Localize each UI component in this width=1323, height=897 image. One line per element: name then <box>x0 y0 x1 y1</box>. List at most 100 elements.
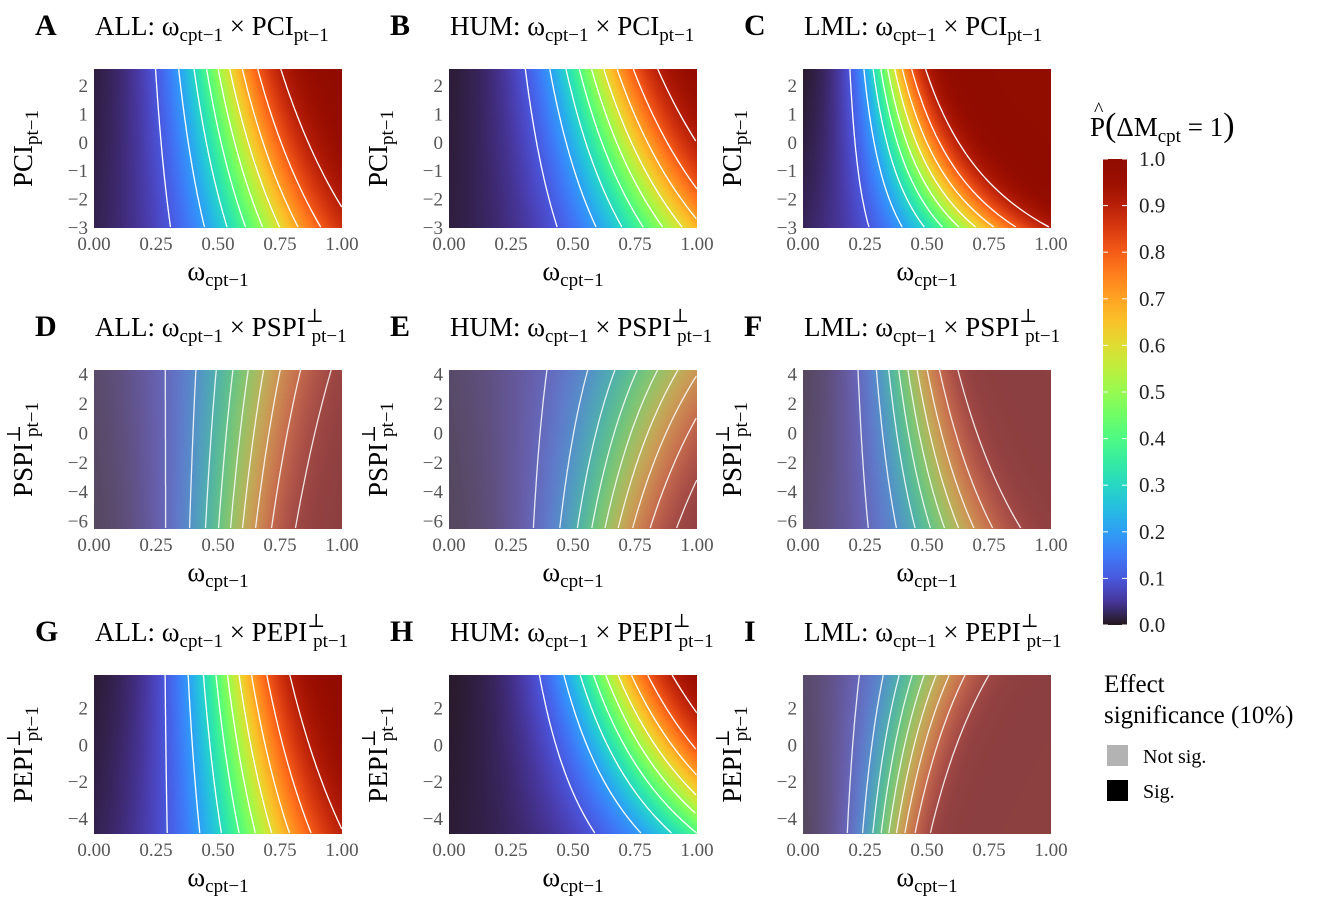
panel-E: E HUM: ωcpt−1 × PSPI⊥ pt−1 0.00 0.25 0.50 0.75… <box>359 306 714 592</box>
panel-H: H HUM: ωcpt−1 × PEPI⊥ pt−1 0.00 0.25 0.50 0.75… <box>359 611 714 897</box>
panel-title: HUM: ωcpt−1 × PCIpt−1 <box>450 11 694 46</box>
y-tick-label: −3 <box>68 218 88 239</box>
x-tick-label: 1.00 <box>325 840 358 861</box>
panel-letter: D <box>35 310 57 343</box>
contour-line-0.3 <box>193 68 228 228</box>
x-axis-title: ωcpt−1 <box>896 557 957 592</box>
x-tick-label: 0.75 <box>263 840 296 861</box>
contour-line-0.7 <box>616 68 698 220</box>
x-tick-label: 0.50 <box>201 840 234 861</box>
panel-F: F LML: ωcpt−1 × PSPI⊥ pt−1 0.00 0.25 0.50 0.75… <box>713 306 1068 592</box>
y-tick-label: 2 <box>79 698 89 719</box>
contour-line-0.5 <box>907 369 946 529</box>
contour-line-0.1 <box>532 369 548 529</box>
contour-line-0.5 <box>590 68 664 228</box>
y-tick-label: −2 <box>423 190 443 211</box>
y-tick-label: −2 <box>777 453 797 474</box>
contour-line-0.8 <box>914 674 966 834</box>
contour-line-0.4 <box>578 68 644 228</box>
contour-line-0.9 <box>289 674 343 830</box>
x-axis-title: ωcpt−1 <box>187 557 248 592</box>
panel-C: C LML: ωcpt−1 × PCIpt−1 0.00 0.25 0.50 0.75 1.… <box>717 9 1068 291</box>
panel-letter: F <box>744 310 762 343</box>
x-tick-label: 0.00 <box>77 535 110 556</box>
contour-line-0.2 <box>563 674 642 834</box>
y-tick-label: 2 <box>434 698 444 719</box>
panel-D: D ALL: ωcpt−1 × PSPI⊥ pt−1 0.00 0.25 0.50 0.75… <box>4 306 359 592</box>
contour-line-0.8 <box>649 417 697 529</box>
contour-line-0.8 <box>910 68 1017 228</box>
contour-line-0.7 <box>630 674 698 776</box>
colorbar-tick-label: 0.4 <box>1139 427 1166 451</box>
contour-line-0.9 <box>671 674 698 714</box>
x-tick-label: 1.00 <box>325 535 358 556</box>
y-tick-label: −4 <box>777 809 798 830</box>
x-tick-label: 0.25 <box>848 234 881 255</box>
x-tick-label: 0.75 <box>972 840 1005 861</box>
y-tick-label: 1 <box>434 104 444 125</box>
hat-accent: ^ <box>1094 99 1104 121</box>
contour-line-0.6 <box>617 674 697 796</box>
x-tick-label: 0.00 <box>432 840 465 861</box>
x-tick-label: 0.00 <box>786 535 819 556</box>
colorbar-tick-label: 0.6 <box>1139 333 1165 357</box>
x-tick-label: 1.00 <box>680 535 713 556</box>
x-tick-label: 0.00 <box>786 234 819 255</box>
y-tick-label: 0 <box>788 735 798 756</box>
x-axis-title: ωcpt−1 <box>187 862 248 897</box>
contour-line-0.2 <box>549 68 597 228</box>
y-tick-label: −6 <box>777 512 797 533</box>
contour-line-0.5 <box>605 674 696 814</box>
colorbar-tick-label: 0.1 <box>1139 566 1165 590</box>
y-tick-label: −2 <box>423 453 443 474</box>
contour-line-0.4 <box>591 369 638 529</box>
panels-group: A ALL: ωcpt−1 × PCIpt−1 0.00 0.25 0.50 0.75 1.… <box>4 9 1068 897</box>
y-tick-label: −4 <box>423 809 444 830</box>
x-axis-title: ωcpt−1 <box>542 557 603 592</box>
x-axis-title: ωcpt−1 <box>187 256 248 291</box>
y-tick-label: 4 <box>788 364 798 385</box>
y-tick-label: 4 <box>434 364 444 385</box>
y-tick-label: −1 <box>423 161 443 182</box>
contour-line-0.8 <box>257 68 322 228</box>
contour-line-0.7 <box>241 68 299 228</box>
y-axis-title: PSPI⊥pt−1 <box>713 402 752 497</box>
contour-line-0.6 <box>238 674 273 834</box>
contour-line-0.5 <box>226 674 257 834</box>
x-tick-label: 0.50 <box>201 234 234 255</box>
y-tick-label: 2 <box>79 394 89 415</box>
y-axis-title: PEPI⊥pt−1 <box>359 706 398 802</box>
heatmap-surface <box>94 370 342 529</box>
x-tick-label: 0.50 <box>556 234 589 255</box>
contour-line-0.1 <box>846 674 861 834</box>
colorbar: 0.0 0.1 0.2 0.3 0.4 0.5 0.6 0.7 0.8 0.9 1.0P(ΔMcpt… <box>1090 99 1235 637</box>
contour-line-0.9 <box>657 68 697 142</box>
y-tick-label: −1 <box>68 161 88 182</box>
x-tick-label: 0.25 <box>139 234 172 255</box>
y-tick-label: 0 <box>79 423 89 444</box>
y-tick-label: 0 <box>788 423 798 444</box>
x-tick-label: 0.75 <box>263 535 296 556</box>
x-tick-label: 0.50 <box>201 535 234 556</box>
x-tick-label: 0.25 <box>494 234 527 255</box>
x-tick-label: 0.75 <box>618 840 651 861</box>
y-axis-title: PEPI⊥pt−1 <box>713 706 752 802</box>
x-tick-label: 0.75 <box>972 234 1005 255</box>
panel-title: LML: ωcpt−1 × PSPI⊥ pt−1 <box>804 306 1060 347</box>
contour-line-0.7 <box>901 68 995 228</box>
x-axis-title: ωcpt−1 <box>542 862 603 897</box>
x-tick-label: 0.00 <box>77 840 110 861</box>
x-axis-title: ωcpt−1 <box>542 256 603 291</box>
x-tick-label: 0.25 <box>139 840 172 861</box>
contour-line-0.3 <box>872 674 900 834</box>
x-tick-label: 0.25 <box>494 535 527 556</box>
x-tick-label: 0.25 <box>139 535 172 556</box>
y-tick-label: −2 <box>68 772 88 793</box>
heatmap-surface <box>803 370 1051 529</box>
contour-line-0.5 <box>888 674 925 834</box>
x-tick-label: 0.75 <box>972 535 1005 556</box>
heatmap-surface <box>94 69 342 228</box>
contour-line-0.3 <box>888 369 916 529</box>
contour-line-0.1 <box>857 369 869 529</box>
contour-line-0.6 <box>617 369 679 529</box>
